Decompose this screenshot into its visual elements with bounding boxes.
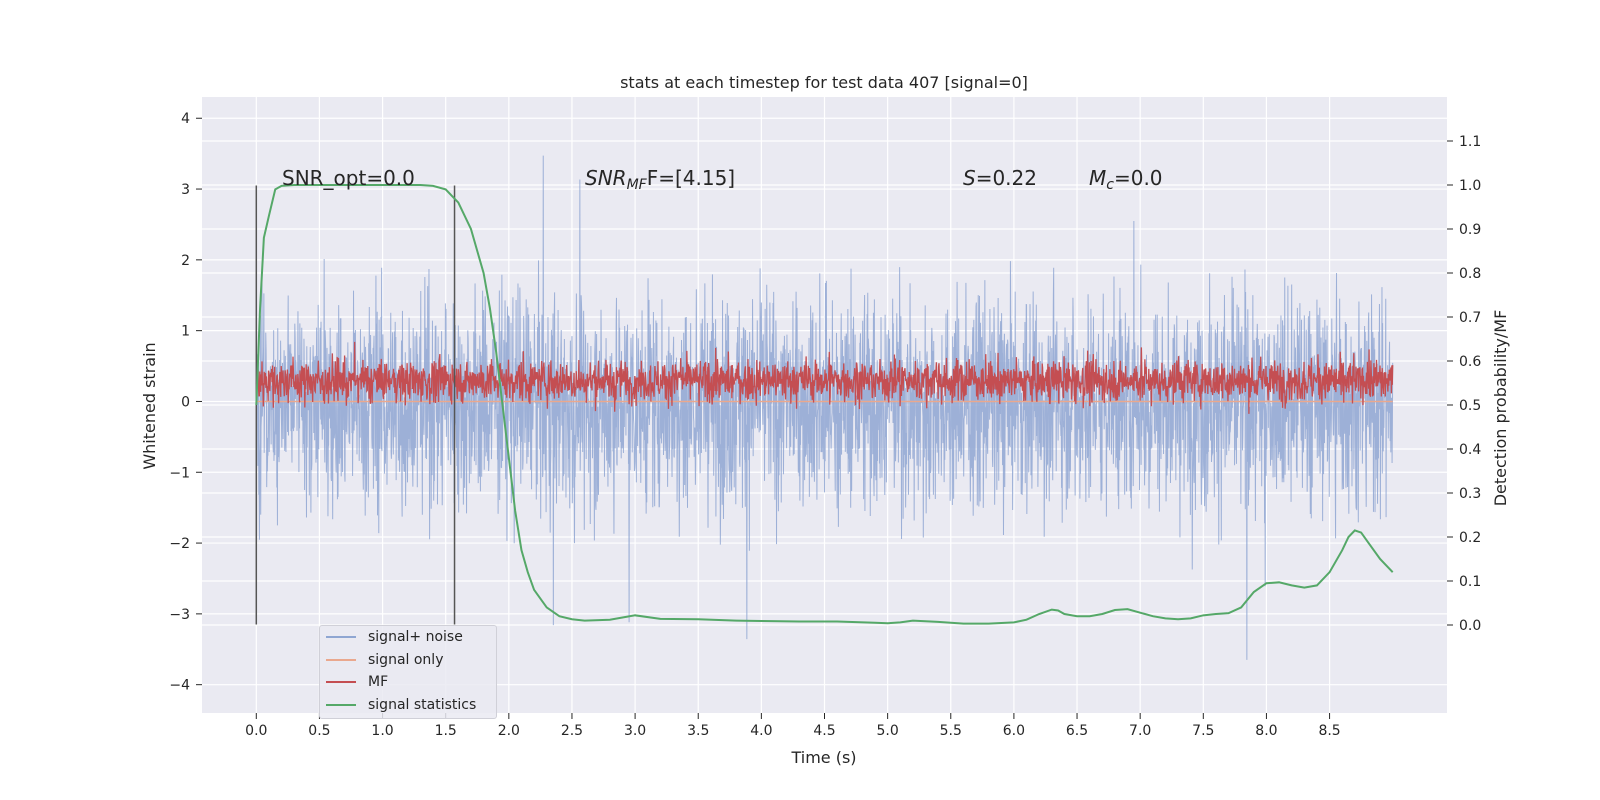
legend-swatch-signal-only <box>326 658 356 661</box>
y-tick-label-right: 0.7 <box>1459 310 1481 326</box>
legend-item-signal-only: signal only <box>320 649 496 672</box>
y-tick-label-right: 0.4 <box>1459 442 1481 458</box>
x-tick-label: 8.5 <box>1318 723 1340 739</box>
x-tick-label: 6.5 <box>1066 723 1088 739</box>
y-tick-label-right: 0.8 <box>1459 266 1481 282</box>
y-tick-label-left: −3 <box>169 607 190 623</box>
y-tick-label-right: 0.5 <box>1459 398 1481 414</box>
x-tick-label: 5.5 <box>940 723 962 739</box>
snr-mf-symbol: SNR <box>585 166 627 190</box>
y-tick-label-left: 0 <box>181 394 190 410</box>
annotation-snr-opt: SNR_opt=0.0 <box>282 166 415 190</box>
mc-value: =0.0 <box>1114 166 1163 190</box>
x-tick-label: 3.5 <box>687 723 709 739</box>
y-tick-label-right: 1.0 <box>1459 178 1481 194</box>
x-axis-label: Time (s) <box>790 748 856 767</box>
annotation-s: S=0.22 <box>963 166 1037 190</box>
legend-label-signal-noise: signal+ noise <box>368 629 463 646</box>
annotation-mc: Mc=0.0 <box>1089 166 1163 193</box>
mc-sub: c <box>1106 177 1114 193</box>
axis-ticks: 0.0 0.5 1.0 1.5 2.0 2.5 3.0 3.5 4.0 4.5 5.0 5.5 6.0 6… <box>169 111 1481 739</box>
x-tick-label: 8.0 <box>1255 723 1277 739</box>
y-tick-label-right: 0.0 <box>1459 618 1481 634</box>
legend-item-mf: MF <box>320 671 496 694</box>
y-tick-label-left: −2 <box>169 536 190 552</box>
legend-swatch-signal-statistics <box>326 703 356 706</box>
y-tick-label-right: 0.2 <box>1459 530 1481 546</box>
x-tick-label: 6.0 <box>1003 723 1025 739</box>
chart-title: stats at each timestep for test data 407… <box>620 73 1028 92</box>
y-tick-label-left: 4 <box>181 111 190 127</box>
y-tick-label-left: 1 <box>181 324 190 340</box>
legend-label-mf: MF <box>368 674 389 691</box>
signal-statistics-trace <box>255 184 1394 625</box>
x-tick-label: 5.0 <box>877 723 899 739</box>
y-tick-label-left: −1 <box>169 465 190 481</box>
legend-label-signal-only: signal only <box>368 651 444 668</box>
x-tick-label: 2.5 <box>561 723 583 739</box>
x-tick-label: 7.0 <box>1129 723 1151 739</box>
x-tick-label: 0.0 <box>245 723 267 739</box>
y-tick-label-right: 0.3 <box>1459 486 1481 502</box>
x-tick-label: 4.0 <box>750 723 772 739</box>
s-value: =0.22 <box>976 166 1037 190</box>
y-tick-label-left: 2 <box>181 253 190 269</box>
x-tick-label: 0.5 <box>308 723 330 739</box>
snr-mf-sub: MF <box>627 177 648 193</box>
legend-swatch-signal-noise <box>326 636 356 639</box>
y-axis-label-right: Detection probability/MF <box>1491 310 1510 507</box>
y-tick-label-right: 0.1 <box>1459 574 1481 590</box>
x-tick-label: 2.0 <box>498 723 520 739</box>
y-axis-label-left: Whitened strain <box>140 342 159 469</box>
s-symbol: S <box>963 166 976 190</box>
mc-symbol: M <box>1089 166 1106 190</box>
legend-item-signal-statistics: signal statistics <box>320 694 496 717</box>
y-tick-label-right: 0.9 <box>1459 222 1481 238</box>
series-mf <box>255 341 1394 414</box>
legend-item-signal-noise: signal+ noise <box>320 626 496 649</box>
legend: signal+ noise signal only MF signal stat… <box>319 625 497 719</box>
window-markers <box>255 185 456 625</box>
legend-swatch-mf <box>326 681 356 684</box>
legend-label-signal-statistics: signal statistics <box>368 696 477 713</box>
x-tick-label: 3.0 <box>624 723 646 739</box>
y-tick-label-left: 3 <box>181 182 190 198</box>
series-signal-noise <box>255 155 1394 660</box>
x-tick-label: 7.5 <box>1192 723 1214 739</box>
snr-mf-suffix: F=[4.15] <box>647 166 735 190</box>
y-tick-label-right: 1.1 <box>1459 134 1481 150</box>
series-signal-statistics <box>255 184 1394 625</box>
y-tick-label-left: −4 <box>169 678 190 694</box>
y-tick-label-right: 0.6 <box>1459 354 1481 370</box>
mf-trace <box>255 341 1394 414</box>
signal-noise-trace <box>255 155 1394 660</box>
x-tick-label: 4.5 <box>813 723 835 739</box>
annotation-snr-mf: SNRMFF=[4.15] <box>585 166 735 193</box>
x-tick-label: 1.0 <box>371 723 393 739</box>
x-tick-label: 1.5 <box>435 723 457 739</box>
